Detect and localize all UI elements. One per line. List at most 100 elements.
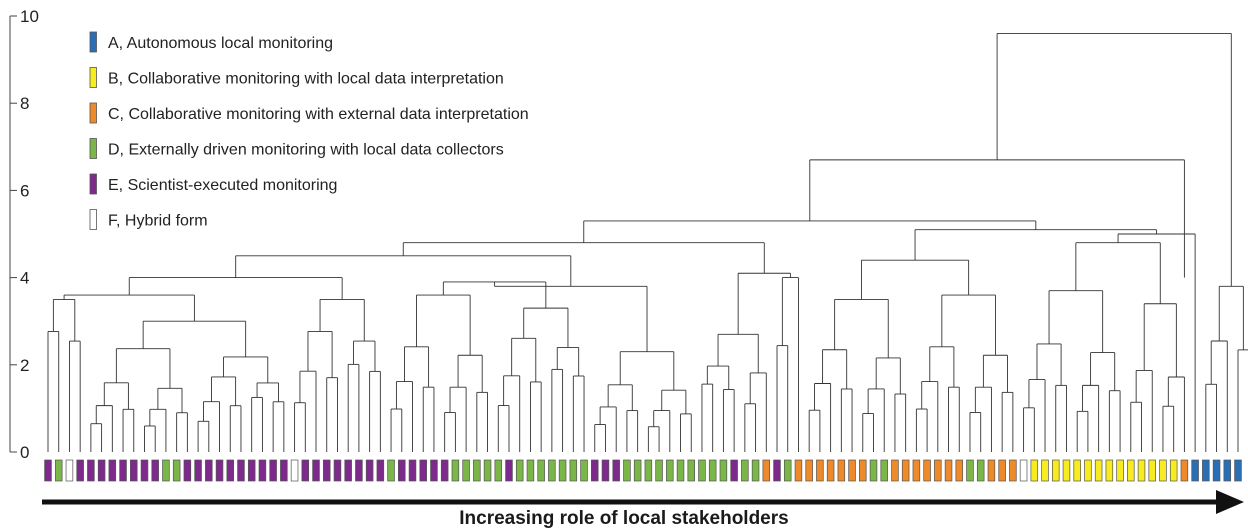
leaf-106-B xyxy=(1169,459,1178,482)
leaf-103-B xyxy=(1137,459,1146,482)
leaf-94-B xyxy=(1041,459,1049,482)
leaf-8-E xyxy=(119,459,127,482)
leaf-56-D xyxy=(633,459,642,482)
leaf-42-D xyxy=(483,459,492,482)
leaf-63-D xyxy=(708,459,717,482)
leaf-100-B xyxy=(1105,459,1114,482)
leaf-46-D xyxy=(526,459,535,482)
leaf-3-F xyxy=(65,459,74,482)
leaf-20-E xyxy=(247,459,256,482)
dendrogram-tree xyxy=(47,32,1248,452)
leaf-76-C xyxy=(848,459,856,482)
leaf-48-D xyxy=(548,459,556,482)
leaf-10-E xyxy=(140,459,149,482)
leaf-107-C xyxy=(1180,459,1189,482)
leaf-9-E xyxy=(130,459,138,482)
leaf-86-C xyxy=(955,459,964,482)
leaf-43-D xyxy=(494,459,503,482)
leaf-89-C xyxy=(987,459,996,482)
y-tick-label-10: 10 xyxy=(20,7,39,26)
leaf-102-B xyxy=(1127,459,1135,482)
leaf-31-E xyxy=(365,459,374,482)
leaf-28-E xyxy=(333,459,342,482)
leaf-29-E xyxy=(344,459,352,482)
leaf-32-E xyxy=(376,459,385,482)
y-tick-label-0: 0 xyxy=(20,443,29,462)
leaf-70-D xyxy=(783,459,792,482)
leaf-15-E xyxy=(194,459,202,482)
leaf-79-D xyxy=(880,459,888,482)
leaf-105-B xyxy=(1159,459,1167,482)
legend-swatch-A xyxy=(89,31,97,53)
leaf-12-D xyxy=(162,459,170,482)
leaf-22-E xyxy=(269,459,277,482)
leaf-82-C xyxy=(912,459,921,482)
leaf-109-A xyxy=(1202,459,1210,482)
leaf-2-D xyxy=(54,459,63,482)
leaf-26-E xyxy=(312,459,320,482)
leaf-50-D xyxy=(569,459,578,482)
leaf-1-E xyxy=(44,459,52,482)
leaf-69-E xyxy=(773,459,781,482)
leaf-59-D xyxy=(666,459,674,482)
leaf-57-D xyxy=(644,459,653,482)
leaf-85-C xyxy=(944,459,953,482)
leaf-61-D xyxy=(687,459,695,482)
leaf-44-E xyxy=(505,459,513,482)
leaf-30-E xyxy=(355,459,363,482)
leaf-74-C xyxy=(826,459,835,482)
leaf-54-E xyxy=(612,459,620,482)
leaf-111-A xyxy=(1223,459,1232,482)
leaf-27-E xyxy=(322,459,331,482)
leaf-98-B xyxy=(1084,459,1092,482)
leaf-73-C xyxy=(816,459,824,482)
leaf-55-D xyxy=(623,459,631,482)
leaf-25-E xyxy=(301,459,310,482)
leaf-boxes xyxy=(44,459,1242,482)
leaf-5-E xyxy=(87,459,95,482)
leaf-75-C xyxy=(837,459,846,482)
leaf-87-D xyxy=(966,459,974,482)
leaf-110-A xyxy=(1212,459,1221,482)
leaf-72-C xyxy=(805,459,813,482)
leaf-34-E xyxy=(398,459,406,482)
legend-swatch-F xyxy=(89,209,97,230)
leaf-39-D xyxy=(451,459,460,482)
leaf-95-B xyxy=(1051,459,1060,482)
legend-swatch-B xyxy=(89,67,97,88)
y-tick-label-2: 2 xyxy=(20,356,29,375)
legend-label-A: A, Autonomous local monitoring xyxy=(108,35,333,52)
leaf-19-E xyxy=(237,459,245,482)
legend-swatch-C xyxy=(89,102,97,124)
leaf-84-C xyxy=(934,459,942,482)
leaf-66-D xyxy=(741,459,749,482)
legend-swatch-E xyxy=(89,173,97,195)
leaf-108-A xyxy=(1191,459,1199,482)
leaf-13-D xyxy=(172,459,181,482)
leaf-90-C xyxy=(998,459,1006,482)
legend-label-B: B, Collaborative monitoring with local d… xyxy=(108,71,504,88)
leaf-41-D xyxy=(473,459,481,482)
leaf-45-D xyxy=(515,459,524,482)
leaf-81-C xyxy=(901,459,910,482)
leaf-51-D xyxy=(580,459,588,482)
leaf-93-B xyxy=(1030,459,1039,482)
leaf-52-E xyxy=(591,459,599,482)
leaf-6-E xyxy=(97,459,106,482)
leaf-62-D xyxy=(698,459,706,482)
leaf-24-F xyxy=(290,459,299,482)
leaf-40-D xyxy=(462,459,470,482)
x-axis-label: Increasing role of local stakeholders xyxy=(459,508,789,529)
leaf-36-E xyxy=(419,459,427,482)
leaf-49-D xyxy=(558,459,567,482)
leaf-47-D xyxy=(537,459,545,482)
stakeholder-arrow xyxy=(42,490,1244,514)
leaf-14-E xyxy=(183,459,192,482)
leaf-112-A xyxy=(1234,459,1242,482)
leaf-11-E xyxy=(151,459,159,482)
leaf-16-E xyxy=(205,459,213,482)
leaf-92-F xyxy=(1019,459,1028,482)
leaf-88-D xyxy=(976,459,985,482)
y-tick-label-6: 6 xyxy=(20,181,29,200)
